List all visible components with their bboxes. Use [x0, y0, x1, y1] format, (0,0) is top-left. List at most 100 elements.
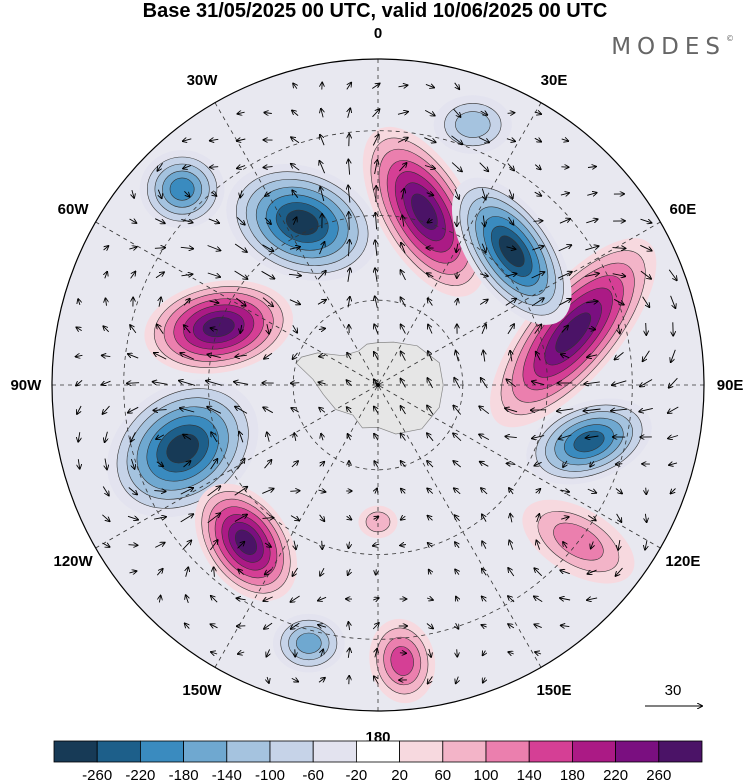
wind-vector [453, 433, 462, 442]
colorbar-tick-label: 100 [473, 767, 498, 783]
lon-label-30w: 30W [187, 72, 219, 89]
wind-vector [262, 297, 273, 307]
wind-vector [536, 352, 541, 361]
wind-vector [376, 569, 377, 574]
wind-vector [264, 622, 273, 629]
wind-vector [290, 595, 300, 602]
wind-vector [400, 545, 406, 546]
wind-vector [234, 515, 247, 522]
wind-vector [318, 678, 325, 682]
wind-vector [317, 271, 326, 280]
wind-vector [584, 273, 599, 276]
antarctica-landmass [295, 341, 444, 435]
wind-vector [506, 139, 515, 142]
anomaly-negative-12 [451, 177, 572, 325]
wind-vector [563, 542, 567, 549]
wind-vector [183, 299, 190, 306]
colorbar-tick-label: -220 [125, 767, 155, 783]
wind-vector [401, 297, 406, 307]
wind-vector [157, 162, 163, 171]
wind-vector [640, 270, 651, 279]
wind-vector [642, 296, 650, 307]
wind-vector [506, 247, 516, 249]
wind-vector [264, 543, 271, 547]
wind-vector [401, 434, 406, 441]
wind-vector [645, 540, 647, 549]
wind-vector [347, 516, 352, 519]
wind-vector [265, 192, 272, 196]
wind-vector [453, 406, 462, 415]
wind-vector [424, 166, 435, 169]
reference-vector: 30 [645, 682, 702, 706]
wind-vector [507, 113, 515, 114]
wind-vector [479, 162, 489, 172]
wind-vector [349, 212, 350, 230]
wind-vector [322, 540, 323, 549]
wind-vector [104, 246, 109, 250]
lon-label-30e: 30E [541, 72, 568, 89]
wind-vector [210, 139, 219, 140]
wind-vector [561, 139, 569, 141]
wind-vector [588, 329, 596, 330]
wind-vector [321, 650, 323, 657]
wind-vector [348, 434, 351, 441]
wind-vector [534, 192, 542, 196]
wind-vector [668, 436, 679, 439]
wind-vector [153, 410, 167, 411]
wind-vector [480, 111, 488, 115]
wind-vector [453, 461, 461, 468]
wind-vector [375, 268, 377, 282]
wind-vector [319, 408, 326, 413]
wind-vector [507, 324, 514, 335]
wind-vector [319, 355, 325, 356]
lon-label-150e: 150E [536, 682, 571, 699]
wind-vector [236, 297, 245, 306]
wind-vector [209, 301, 219, 303]
wind-vector [348, 648, 349, 658]
colorbar-box [442, 740, 487, 763]
wind-vector [557, 272, 572, 279]
wind-vector [210, 459, 218, 470]
colorbar-box [96, 740, 141, 763]
wind-vector [262, 244, 274, 251]
wind-vector [427, 488, 434, 494]
wind-vector [454, 488, 461, 495]
wind-vector [590, 461, 594, 466]
wind-vector [505, 274, 517, 277]
wind-vector [561, 625, 570, 626]
wind-vector [158, 189, 161, 199]
colorbar-tick-label: -60 [302, 767, 324, 783]
wind-vector [507, 163, 514, 171]
colorbar-box [139, 740, 184, 763]
wind-vector [424, 137, 435, 143]
wind-vector [425, 84, 434, 87]
wind-vector [482, 541, 486, 549]
wind-vector [401, 379, 406, 388]
wind-vector [372, 135, 378, 146]
wind-vector [618, 324, 620, 334]
wind-vector [509, 488, 513, 495]
latitude-circle [123, 130, 633, 640]
wind-vector [428, 219, 433, 222]
wind-vector [153, 382, 168, 385]
wind-vector [401, 406, 406, 415]
wind-vector [427, 461, 434, 468]
wind-vector [639, 408, 653, 411]
wind-vector [212, 192, 217, 196]
wind-vector [128, 487, 137, 495]
wind-vector [210, 167, 219, 168]
wind-vector [237, 166, 246, 169]
wind-vector [375, 213, 376, 230]
wind-vector [185, 623, 190, 629]
wind-vector [348, 159, 349, 175]
wind-vector [426, 598, 433, 600]
wind-vector [156, 434, 165, 439]
wind-vector [668, 269, 677, 281]
wind-vector [180, 353, 194, 360]
wind-vector [427, 433, 434, 442]
wind-vector [320, 187, 325, 202]
colorbar-tick-label: 260 [646, 767, 671, 783]
lon-label-90e: 90E [717, 377, 744, 394]
wind-vector [319, 161, 326, 174]
